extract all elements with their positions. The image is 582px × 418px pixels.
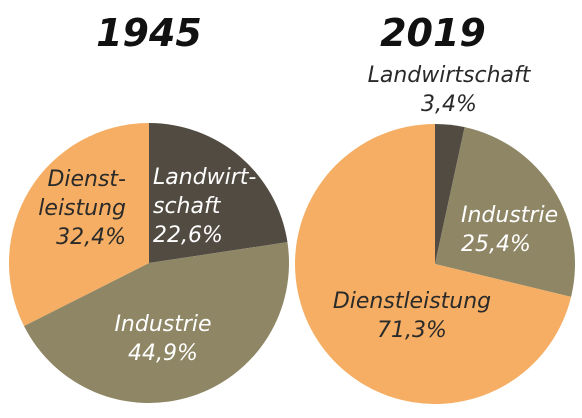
slice-label-line: Industrie	[114, 312, 211, 337]
pie-slice-dienstleistung	[295, 124, 572, 404]
pie-slice-industrie	[435, 127, 575, 297]
chart-title: 2019	[380, 11, 486, 55]
slice-label-line: leistung	[38, 196, 126, 221]
pie-chart-2019: 2019 Landwirtschaft 3,4% Industrie 25,4% Dien…	[295, 11, 575, 404]
pie-slice-landwirtschaft	[149, 123, 288, 263]
slice-value: 25,4%	[461, 232, 531, 257]
slice-label-landwirtschaft: Landwirt-schaft 22,6%	[153, 165, 256, 248]
chart-title: 1945	[96, 11, 202, 55]
slice-label-line: Landwirt-	[153, 165, 256, 190]
slice-label-line: schaft	[153, 194, 222, 219]
slice-label-dienstleistung: Dienst-leistung 32,4%	[38, 167, 126, 250]
slice-label-line: Industrie	[461, 203, 558, 228]
slice-value: 71,3%	[377, 318, 447, 343]
slice-value: 22,6%	[153, 223, 223, 248]
slice-label-line: Dienst-	[47, 167, 126, 192]
pie-slice-landwirtschaft	[435, 124, 465, 264]
slice-label-industrie: Industrie 25,4%	[461, 203, 558, 257]
slice-label-line: Landwirtschaft	[368, 63, 532, 88]
slice-label-industrie: Industrie 44,9%	[114, 312, 211, 366]
slice-value: 32,4%	[56, 225, 126, 250]
slice-label-line: Dienstleistung	[333, 289, 491, 314]
pie-slice-dienstleistung	[8, 123, 149, 327]
slice-label-dienstleistung: Dienstleistung 71,3%	[333, 289, 491, 343]
pie-chart-1945: 1945 Landwirt-schaft 22,6% Industrie 44,9% Di…	[8, 11, 289, 403]
slice-label-landwirtschaft: Landwirtschaft 3,4%	[368, 63, 532, 117]
slice-value: 44,9%	[128, 341, 198, 366]
pie-slice-industrie	[23, 242, 289, 403]
slice-value: 3,4%	[421, 92, 477, 117]
